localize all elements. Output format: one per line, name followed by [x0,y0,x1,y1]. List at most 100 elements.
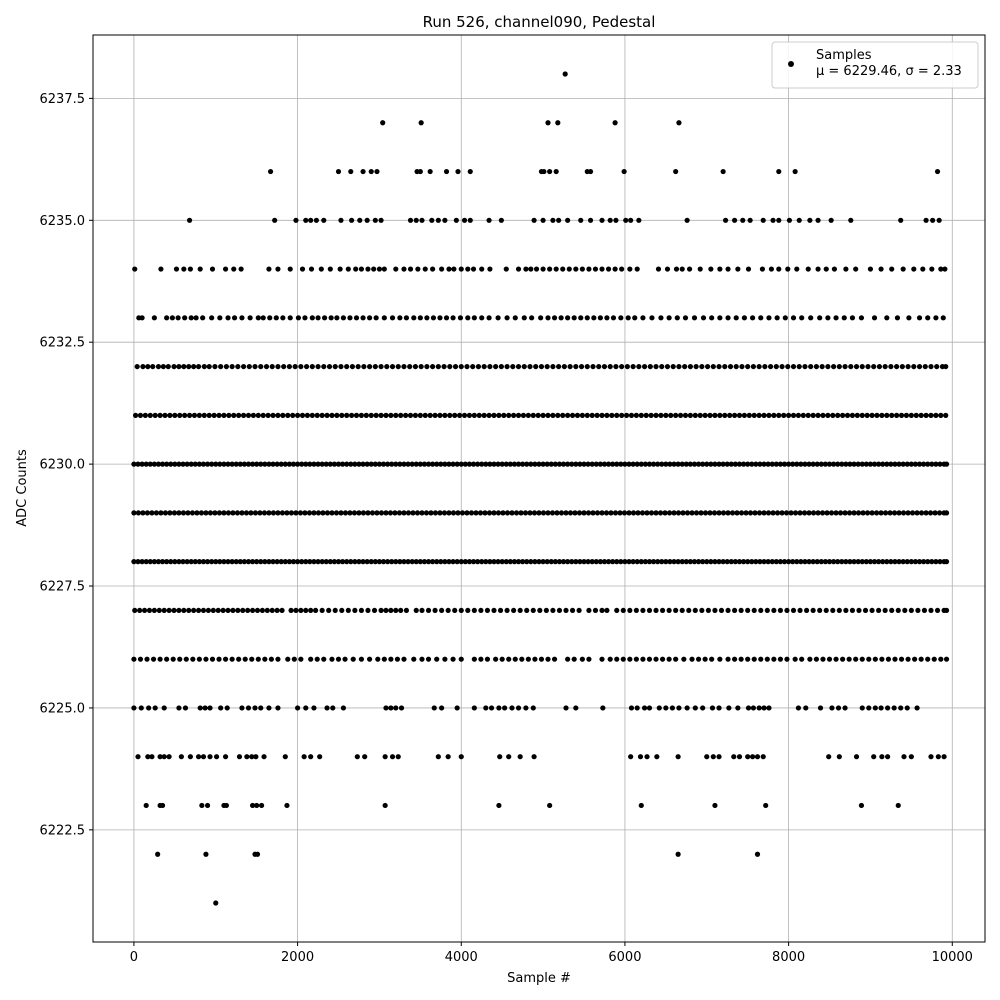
data-point [203,510,209,516]
data-point [380,559,387,565]
data-point [360,461,366,467]
data-point [171,607,177,614]
data-point [662,510,668,516]
data-point [931,656,937,662]
data-point [535,412,541,418]
data-point [707,412,713,418]
data-point [521,363,527,370]
data-point [846,656,852,662]
data-point [149,754,155,760]
data-point [368,461,374,467]
data-point [878,705,884,711]
data-point [255,412,261,418]
data-point [447,363,453,370]
data-point [216,412,222,418]
data-point [498,363,504,370]
data-point [464,510,470,516]
data-point [195,363,202,370]
data-point [705,607,712,614]
data-point [761,705,767,711]
data-point [486,217,492,223]
data-point [411,315,417,321]
data-point [156,607,162,614]
data-point [437,412,443,418]
data-point [704,559,710,565]
data-point [745,266,752,272]
y-tick-label: 6227.5 [40,580,86,595]
data-point [725,607,731,614]
data-point [525,412,531,418]
data-point [496,412,502,418]
data-point [555,412,561,418]
data-point [871,315,878,321]
data-point [223,363,229,370]
data-point [536,510,542,516]
data-point [733,363,739,370]
data-point [700,461,706,467]
data-point [792,656,798,662]
data-point [699,363,705,370]
data-point [675,510,682,516]
data-point [252,510,259,516]
data-point [520,559,526,565]
data-point [642,461,648,467]
data-point [491,559,497,565]
data-point [360,510,367,516]
data-point [487,363,493,370]
data-point [405,559,411,565]
data-point [826,656,833,662]
data-point [614,656,620,662]
data-point [745,559,751,565]
data-point [495,559,501,565]
data-point [716,510,722,516]
data-point [241,559,247,565]
data-point [839,559,845,565]
data-point [143,559,149,565]
data-point [634,559,640,565]
data-point [285,656,291,662]
data-point [619,363,625,370]
data-point [921,461,927,467]
data-point [281,363,287,370]
data-point [822,559,829,565]
data-point [447,412,453,418]
data-point [437,315,443,321]
data-point [462,461,468,467]
data-point [307,461,313,467]
data-point [270,412,276,418]
data-point [739,363,745,370]
data-point [372,559,378,565]
data-point [266,461,272,467]
data-point [491,412,497,418]
data-point [442,656,448,662]
data-point [679,559,685,565]
data-point [569,559,575,565]
data-point [419,510,425,516]
data-point [740,559,747,565]
data-point [823,266,829,272]
data-point [648,510,655,516]
data-point [446,461,452,467]
data-point [486,412,492,418]
data-point [929,559,935,565]
data-point [707,510,713,516]
data-point [943,412,949,418]
data-point [906,315,912,321]
data-point [369,510,376,516]
data-point [337,266,343,272]
data-point [882,363,888,370]
data-point [916,363,923,370]
data-point [653,412,659,418]
data-point [653,607,659,614]
data-point [245,705,252,711]
data-point [419,656,425,662]
data-point [905,510,911,516]
data-point [273,315,279,321]
data-point [612,120,618,126]
data-point [920,266,926,272]
data-point [425,607,432,614]
data-point [933,559,939,565]
data-point [589,412,595,418]
data-point [342,656,348,662]
data-point [262,656,268,662]
